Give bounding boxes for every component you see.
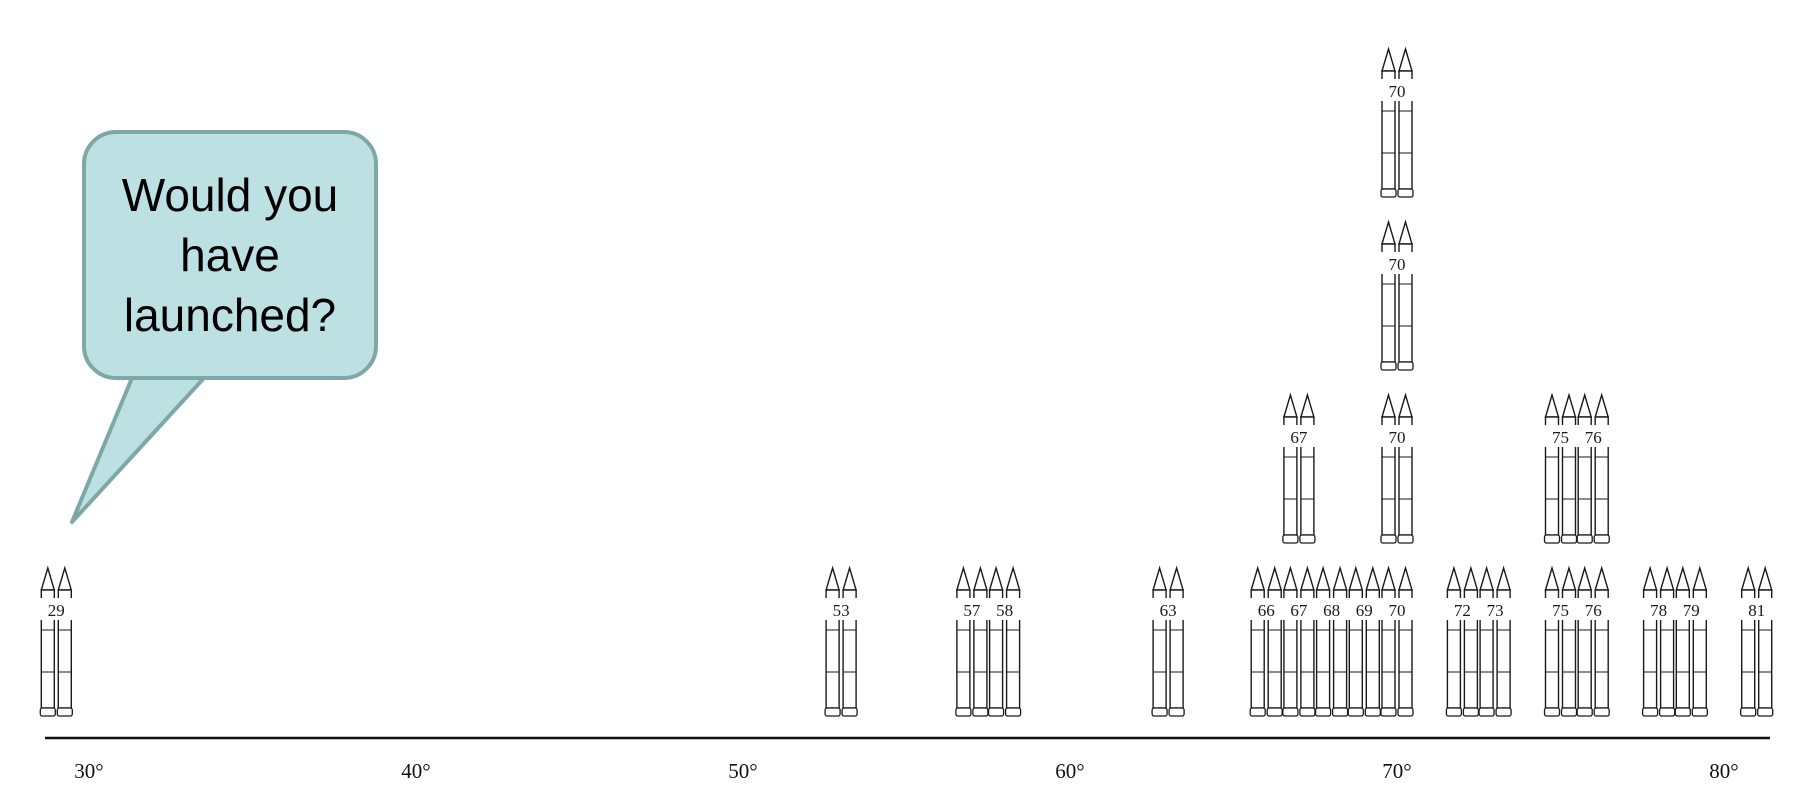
x-tick-label: 70° — [1382, 759, 1411, 783]
launch-marker: 69 — [1346, 565, 1383, 717]
launch-temperature-label: 70 — [1389, 601, 1406, 620]
launch-marker: 76 — [1575, 565, 1612, 717]
launch-temperature-label: 53 — [833, 601, 850, 620]
launch-temperature-label: 67 — [1290, 601, 1308, 620]
launch-marker: 70 — [1379, 392, 1415, 544]
launch-temperature-label: 72 — [1454, 601, 1471, 620]
launch-marker: 66 — [1248, 565, 1285, 717]
launch-temperature-label: 73 — [1487, 601, 1504, 620]
launch-temperature-label: 63 — [1160, 601, 1177, 620]
launch-temperature-label: 66 — [1258, 601, 1275, 620]
x-tick-label: 60° — [1055, 759, 1084, 783]
launch-temperature-label: 76 — [1585, 601, 1602, 620]
chart-marks: 29 53 57 58 63 66 67 67 68 69 70 70 70 70 72 73 75 75 76 76… — [38, 46, 1775, 717]
launch-marker: 57 — [953, 565, 990, 717]
launch-marker: 75 — [1542, 565, 1579, 717]
launch-temperature-label: 75 — [1552, 428, 1569, 447]
launch-temperature-label: 75 — [1552, 601, 1569, 620]
launch-temperature-label: 70 — [1389, 428, 1406, 447]
x-tick-label: 30° — [74, 759, 103, 783]
launch-marker: 81 — [1738, 565, 1775, 717]
speech-bubble: Would you have launched? — [82, 130, 378, 380]
launch-temperature-label: 69 — [1356, 601, 1373, 620]
launch-marker: 75 — [1542, 392, 1579, 544]
launch-temperature-label: 70 — [1389, 255, 1406, 274]
launch-marker: 67 — [1280, 392, 1317, 544]
launch-marker: 29 — [38, 565, 75, 717]
launch-marker: 70 — [1379, 46, 1415, 198]
callout-text: Would you have launched? — [121, 169, 339, 341]
launch-marker: 79 — [1673, 565, 1710, 717]
launch-marker: 72 — [1444, 565, 1481, 717]
launch-marker: 58 — [986, 565, 1023, 717]
launch-marker: 70 — [1379, 565, 1415, 717]
launch-marker: 63 — [1150, 565, 1187, 717]
x-tick-label: 80° — [1709, 759, 1738, 783]
launch-marker: 67 — [1280, 565, 1317, 717]
launch-temperature-label: 70 — [1389, 82, 1406, 101]
launch-temperature-label: 57 — [963, 601, 981, 620]
launch-temperature-label: 58 — [996, 601, 1013, 620]
launch-marker: 53 — [823, 565, 860, 717]
launch-marker: 73 — [1477, 565, 1514, 717]
launch-marker: 76 — [1575, 392, 1612, 544]
launch-marker: 70 — [1379, 219, 1415, 371]
launch-temperature-label: 68 — [1323, 601, 1340, 620]
x-axis-ticks: 30° 40° 50° 60° 70° 80° — [74, 759, 1738, 783]
launch-temperature-label: 79 — [1683, 601, 1700, 620]
x-tick-label: 40° — [401, 759, 430, 783]
launch-temperature-label: 76 — [1585, 428, 1602, 447]
launch-marker: 78 — [1640, 565, 1677, 717]
launch-temperature-label: 67 — [1290, 428, 1308, 447]
launch-marker: 68 — [1313, 565, 1350, 717]
launch-temperature-label: 29 — [48, 601, 65, 620]
x-tick-label: 50° — [728, 759, 757, 783]
launch-temperature-label: 78 — [1650, 601, 1667, 620]
launch-temperature-label: 81 — [1748, 601, 1765, 620]
